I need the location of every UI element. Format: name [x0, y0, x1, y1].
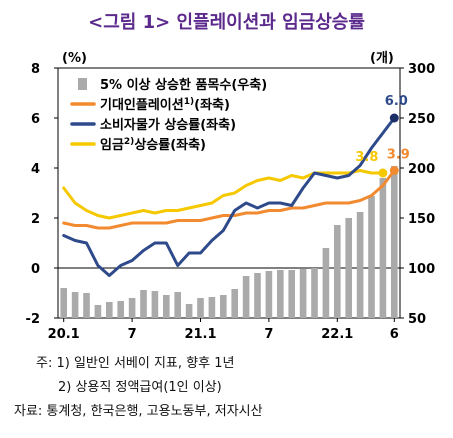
- right-tick-label: 50: [408, 312, 426, 327]
- bar: [174, 292, 182, 318]
- plot-frame: [57, 67, 401, 319]
- legend-label-expectation: 기대인플레이션1)(좌축): [100, 97, 230, 113]
- x-tick-label: 20.1: [48, 327, 80, 342]
- bar: [197, 298, 204, 318]
- bar: [219, 295, 227, 318]
- right-axis-unit: (개): [370, 51, 394, 66]
- bar: [368, 196, 375, 318]
- annotation-wage: 3.8: [355, 150, 378, 165]
- right-tick-label: 150: [408, 212, 435, 227]
- bar: [60, 288, 68, 318]
- legend-label-bars: 5% 이상 상승한 품목수(우축): [100, 77, 267, 93]
- bar: [390, 166, 398, 318]
- left-tick-label: 2: [31, 212, 40, 227]
- right-tick-label: 200: [408, 162, 435, 177]
- bar: [208, 297, 216, 318]
- bar: [276, 270, 284, 318]
- left-tick-label: -2: [26, 312, 40, 327]
- bar: [356, 212, 364, 318]
- bar: [231, 289, 239, 318]
- left-tick-label: 0: [31, 262, 40, 277]
- bar: [333, 225, 341, 318]
- cpi-end-marker: [389, 113, 399, 123]
- x-tick-label: 22.1: [321, 327, 353, 342]
- bar: [105, 302, 113, 318]
- bar: [288, 270, 296, 318]
- source-note: 자료: 통계청, 한국은행, 고용노동부, 저자시산: [14, 404, 263, 419]
- bar: [83, 293, 90, 318]
- bar: [254, 273, 261, 318]
- bar: [299, 269, 307, 318]
- bar: [265, 271, 273, 318]
- bar: [140, 290, 147, 318]
- x-tick-label: 21.1: [184, 327, 216, 342]
- expectation-end-marker: [389, 166, 399, 175]
- legend-swatch-bars: [78, 78, 87, 90]
- line-cpi: [62, 116, 396, 277]
- bar: [311, 268, 318, 318]
- legend-label-wage: 임금2)상승률(좌축): [100, 137, 206, 153]
- left-axis-unit: (%): [62, 51, 87, 66]
- legend-label-cpi: 소비자물가 상승률(좌축): [100, 117, 236, 133]
- wage-end-marker: [378, 168, 388, 178]
- bar: [117, 301, 125, 318]
- right-tick-label: 250: [408, 112, 435, 127]
- bar: [185, 304, 193, 318]
- bar: [151, 291, 159, 318]
- x-tick-label: 7: [128, 327, 137, 342]
- bar: [94, 305, 102, 318]
- x-tick-label: 6: [390, 327, 399, 342]
- note-2: 2) 상용직 정액급여(1인 이상): [58, 380, 222, 395]
- left-tick-label: 4: [31, 162, 40, 177]
- bar: [242, 276, 250, 318]
- bar: [71, 292, 79, 318]
- right-tick-label: 100: [408, 262, 435, 277]
- left-tick-label: 8: [31, 62, 40, 77]
- annotation-cpi: 6.0: [385, 94, 408, 109]
- line-expectation: [62, 169, 396, 230]
- annotation-expectation: 3.9: [387, 148, 410, 163]
- x-tick-label: 7: [264, 327, 273, 342]
- bar: [379, 178, 387, 318]
- chart-title: <그림 1> 인플레이션과 임금상승률: [88, 12, 365, 33]
- bar: [322, 248, 330, 318]
- line-wage: [62, 169, 385, 220]
- bar: [128, 298, 136, 318]
- bar: [345, 218, 353, 318]
- bar: [162, 295, 170, 318]
- left-tick-label: 6: [31, 112, 40, 127]
- note-1: 주: 1) 일반인 서베이 지표, 향후 1년: [36, 356, 235, 371]
- right-tick-label: 300: [408, 62, 435, 77]
